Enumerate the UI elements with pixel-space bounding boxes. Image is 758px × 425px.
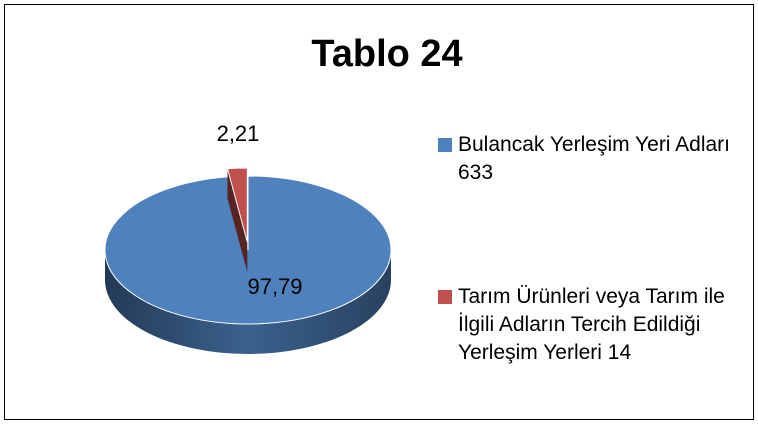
legend-label: Tarım Ürünleri veya Tarım ile İlgili Adl… (458, 285, 725, 364)
chart-title: Tablo 24 (311, 33, 462, 75)
slice-side (227, 168, 248, 273)
slice-side (105, 250, 391, 354)
legend-swatch (438, 290, 452, 304)
slice (104, 175, 392, 325)
legend-label: Bulancak Yerleşim Yeri Adları 633 (458, 133, 731, 184)
slice (226, 167, 248, 243)
data-label: 97,79 (247, 274, 302, 299)
data-label: 2,21 (217, 121, 260, 146)
legend-swatch (438, 138, 452, 152)
